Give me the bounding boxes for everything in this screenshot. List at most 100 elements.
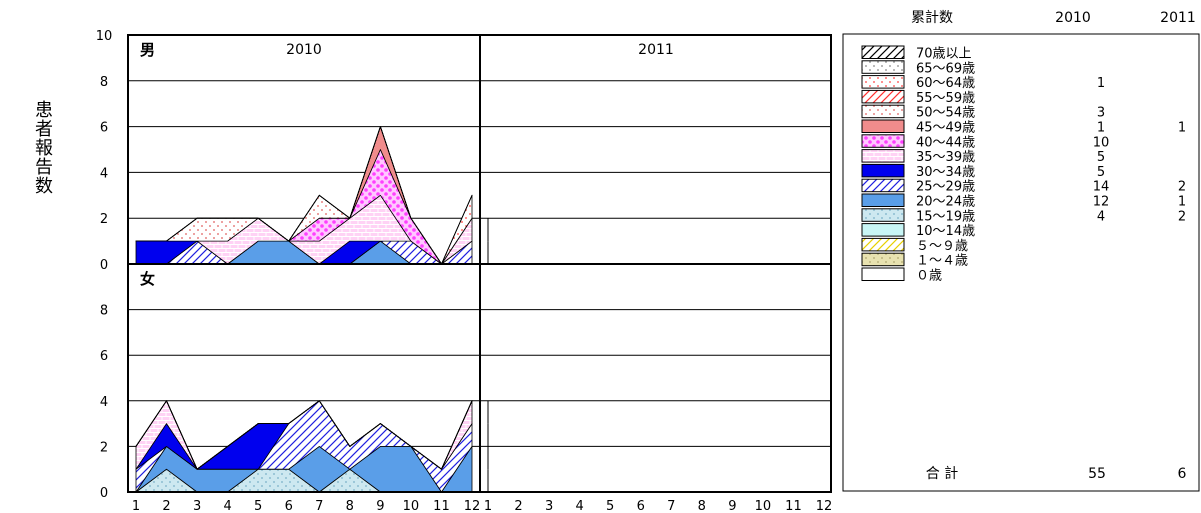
- x-tick-label: 12: [464, 499, 481, 513]
- legend-total-2010: 55: [1088, 466, 1106, 482]
- y-tick-label: 2: [100, 440, 108, 455]
- legend-swatch: [861, 119, 905, 133]
- x-tick-label: 6: [637, 499, 645, 513]
- panel-label: 女: [140, 270, 155, 288]
- legend-swatch: [861, 193, 905, 207]
- legend-swatch: [861, 104, 905, 119]
- legend-item: 40～44歳 10: [861, 134, 1110, 150]
- y-tick-label: 0: [100, 486, 108, 501]
- legend-label: ５～９歳: [916, 239, 968, 254]
- y-tick-label: 6: [100, 121, 108, 136]
- legend-item: 45～49歳 1 1: [861, 119, 1186, 136]
- legend-total-label: 合 計: [926, 466, 958, 482]
- area-70-male: [135, 126, 473, 265]
- panel-label: 男: [140, 41, 155, 59]
- legend-item: 50～54歳 3: [861, 104, 1105, 121]
- legend-item: 70歳以上: [861, 45, 972, 62]
- legend-label: 65～69歳: [916, 61, 975, 76]
- x-tick-label: 9: [376, 499, 384, 513]
- x-tick-label: 8: [346, 499, 354, 513]
- legend-item: 30～34歳 5: [861, 163, 1105, 180]
- legend-total-2011: 6: [1178, 466, 1187, 482]
- x-tick-label: 10: [755, 499, 772, 513]
- legend-label: 40～44歳: [916, 135, 975, 150]
- x-tick-label: 12: [816, 499, 833, 513]
- legend-count-2010: 5: [1097, 150, 1105, 165]
- legend-swatch: [861, 60, 905, 74]
- legend-label: 10～14歳: [916, 224, 975, 239]
- legend-label: 30～34歳: [916, 165, 975, 180]
- legend-swatch: [861, 208, 905, 222]
- legend-label: 50～54歳: [916, 106, 975, 121]
- legend-swatch: [861, 45, 905, 59]
- legend-label: １～４歳: [916, 254, 968, 269]
- x-tick-label: 5: [254, 499, 262, 513]
- legend-label: 60～64歳: [916, 76, 975, 91]
- legend-label: 15～19歳: [916, 209, 975, 224]
- legend-count-2010: 1: [1097, 76, 1105, 91]
- x-tick-label: 10: [403, 499, 420, 513]
- legend-label: 35～39歳: [916, 150, 975, 165]
- legend-label: 70歳以上: [916, 47, 972, 62]
- legend-swatch: [861, 178, 905, 193]
- legend-swatch: [861, 163, 905, 178]
- legend-item: ５～９歳: [861, 237, 968, 254]
- legend-label: 20～24歳: [916, 195, 975, 210]
- legend-swatch: [861, 89, 905, 104]
- y-tick-label: 0: [100, 258, 108, 273]
- legend-count-2010: 5: [1097, 165, 1105, 180]
- year-label: 2011: [638, 42, 674, 58]
- x-tick-label: 8: [698, 499, 706, 513]
- legend-item: 60～64歳 1: [861, 75, 1105, 91]
- legend-swatch: [861, 237, 905, 252]
- legend-count-2010: 12: [1093, 195, 1110, 210]
- legend-swatch: [861, 267, 905, 281]
- y-tick-label: 4: [100, 395, 108, 410]
- x-tick-label: 3: [193, 499, 201, 513]
- year-label: 2010: [286, 42, 322, 58]
- y-axis-label-char: 報: [35, 138, 53, 159]
- x-tick-label: 11: [433, 499, 450, 513]
- legend-label: 45～49歳: [916, 121, 975, 136]
- legend-label: 25～29歳: [916, 180, 975, 195]
- legend-count-2011: 1: [1178, 195, 1186, 210]
- legend-count-2011: 2: [1178, 180, 1186, 195]
- y-tick-label: 10: [96, 29, 113, 44]
- panel-male: 0 2 4 6 8 10 男 2010 2011: [96, 29, 832, 273]
- x-tick-label: 7: [315, 499, 323, 513]
- legend-swatch: [861, 223, 905, 237]
- legend-item: 15～19歳 4 2: [861, 208, 1186, 224]
- x-tick-label: 4: [223, 499, 231, 513]
- legend-item: 65～69歳: [861, 60, 975, 76]
- y-tick-label: 6: [100, 349, 108, 364]
- x-tick-label: 1: [132, 499, 140, 513]
- x-tick-label: 4: [575, 499, 583, 513]
- legend-count-2010: 1: [1097, 121, 1105, 136]
- legend-item: 55～59歳: [861, 89, 975, 106]
- y-axis-label-char: 数: [35, 176, 53, 197]
- legend-item: 10～14歳: [861, 223, 975, 239]
- x-tick-label: 3: [545, 499, 553, 513]
- legend-item: １～４歳: [861, 252, 968, 269]
- x-tick-label: 2: [162, 499, 170, 513]
- legend-header-label: 累計数: [911, 10, 953, 26]
- legend-label: ０歳: [916, 269, 942, 284]
- legend-item: 25～29歳 14 2: [861, 178, 1186, 195]
- panel-female: 0 2 4 6 8 女: [100, 263, 832, 501]
- y-tick-label: 2: [100, 212, 108, 227]
- legend-count-2010: 10: [1093, 135, 1110, 150]
- area-70-female: [135, 400, 473, 470]
- legend-item: 35～39歳 5: [861, 149, 1105, 165]
- y-tick-label: 4: [100, 166, 108, 181]
- x-tick-label: 5: [606, 499, 614, 513]
- x-tick-label: 11: [785, 499, 802, 513]
- x-tick-label: 7: [667, 499, 675, 513]
- x-tick-label: 6: [285, 499, 293, 513]
- legend-count-2010: 14: [1093, 180, 1110, 195]
- x-tick-label: 2: [514, 499, 522, 513]
- legend-count-2010: 3: [1097, 106, 1105, 121]
